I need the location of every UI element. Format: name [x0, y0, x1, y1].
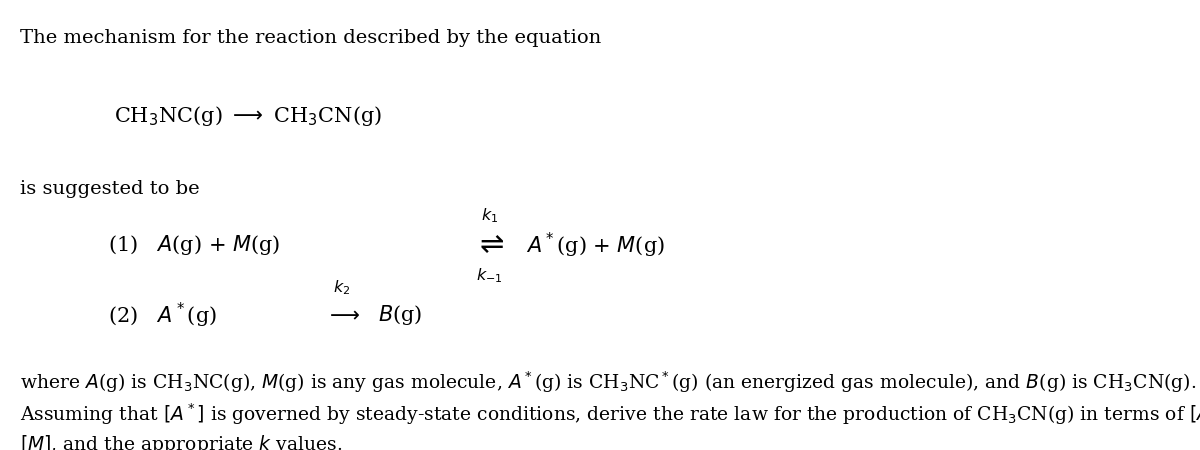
Text: $k_1$: $k_1$ — [481, 206, 498, 225]
Text: where $A$(g) is CH$_3$NC(g), $M$(g) is any gas molecule, $A^*$(g) is CH$_3$NC$^*: where $A$(g) is CH$_3$NC(g), $M$(g) is a… — [20, 370, 1196, 396]
Text: $B$(g): $B$(g) — [378, 303, 422, 327]
Text: $A^*$(g) + $M$(g): $A^*$(g) + $M$(g) — [526, 231, 665, 260]
Text: is suggested to be: is suggested to be — [20, 180, 200, 198]
Text: (2)   $A^*$(g): (2) $A^*$(g) — [108, 301, 217, 329]
Text: $k_2$: $k_2$ — [334, 278, 350, 297]
Text: CH$_3$NC(g) $\longrightarrow$ CH$_3$CN(g): CH$_3$NC(g) $\longrightarrow$ CH$_3$CN(g… — [114, 104, 382, 127]
Text: $[M]$, and the appropriate $k$ values.: $[M]$, and the appropriate $k$ values. — [20, 433, 343, 450]
Text: $\longrightarrow$: $\longrightarrow$ — [324, 306, 360, 324]
Text: (1)   $A$(g) + $M$(g): (1) $A$(g) + $M$(g) — [108, 233, 280, 257]
Text: $k_{-1}$: $k_{-1}$ — [476, 266, 503, 285]
Text: The mechanism for the reaction described by the equation: The mechanism for the reaction described… — [20, 29, 601, 47]
Text: $\rightleftharpoons$: $\rightleftharpoons$ — [474, 231, 505, 259]
Text: Assuming that $[A^*]$ is governed by steady-state conditions, derive the rate la: Assuming that $[A^*]$ is governed by ste… — [20, 401, 1200, 427]
